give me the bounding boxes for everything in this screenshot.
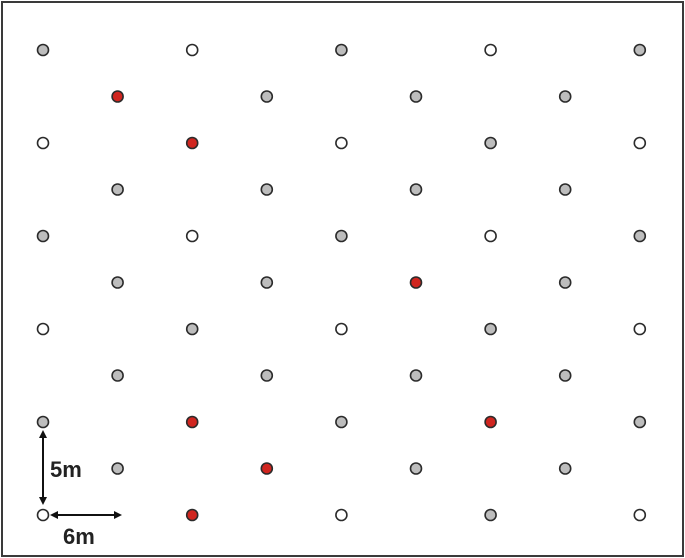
grey-point: [335, 415, 348, 429]
grey-point: [111, 276, 124, 289]
red-point: [409, 276, 423, 289]
horizontal-spacing-indicator: 6m: [50, 511, 122, 549]
white-point: [484, 229, 497, 243]
grey-point: [409, 462, 423, 475]
grey-point: [558, 183, 572, 196]
red-point: [185, 415, 199, 429]
white-point: [633, 136, 647, 150]
grey-point: [633, 415, 647, 429]
grey-point: [409, 90, 423, 103]
red-point: [185, 136, 199, 150]
white-point: [335, 508, 348, 522]
grey-point: [36, 229, 50, 243]
grey-point: [558, 276, 572, 289]
grey-point: [484, 508, 497, 522]
horizontal-spacing-label: 6m: [63, 524, 95, 549]
grey-point: [558, 369, 572, 382]
grey-point: [558, 462, 572, 475]
white-point: [36, 136, 50, 150]
grey-point: [633, 229, 647, 243]
grey-point: [36, 43, 50, 57]
grey-point: [558, 90, 572, 103]
grey-point: [484, 136, 497, 150]
grey-point: [260, 90, 274, 103]
white-point: [36, 322, 50, 336]
grey-point: [409, 183, 423, 196]
white-point: [633, 508, 647, 522]
red-point: [185, 508, 199, 522]
grey-point: [260, 183, 274, 196]
grey-point: [111, 462, 124, 475]
white-point: [484, 43, 497, 57]
grey-point: [335, 229, 348, 243]
red-point: [484, 415, 497, 429]
grey-point: [409, 369, 423, 382]
white-point: [335, 322, 348, 336]
grey-point: [36, 415, 50, 429]
red-point: [111, 90, 124, 103]
white-point: [185, 43, 199, 57]
red-point: [260, 462, 274, 475]
grey-point: [484, 322, 497, 336]
vertical-spacing-label: 5m: [50, 457, 82, 482]
white-point: [36, 508, 50, 522]
grey-point: [260, 369, 274, 382]
grey-point: [335, 43, 348, 57]
grey-point: [111, 183, 124, 196]
white-point: [335, 136, 348, 150]
grey-point: [185, 322, 199, 336]
vertical-spacing-indicator: 5m: [39, 430, 82, 505]
grey-point: [633, 43, 647, 57]
grey-point: [260, 276, 274, 289]
grey-point: [111, 369, 124, 382]
white-point: [633, 322, 647, 336]
points-layer: [36, 43, 647, 522]
white-point: [185, 229, 199, 243]
